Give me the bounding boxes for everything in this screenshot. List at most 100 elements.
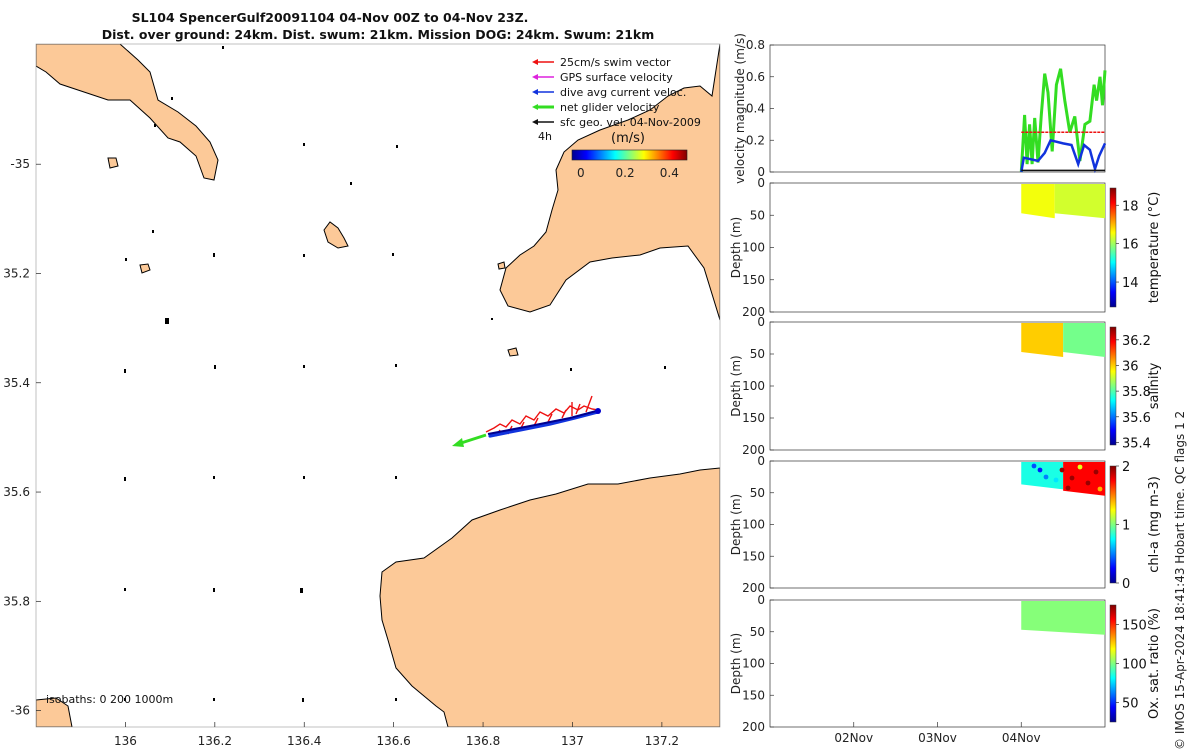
heatmap-colorbar-tick-label: 2 (1122, 460, 1130, 475)
chl-dot-4 (1093, 469, 1099, 475)
map-y-ticks: -35 35.2 35.4 35.6 35.8 -36 (3, 157, 41, 718)
map-x-tick-label: 136.8 (466, 734, 500, 748)
map-x-tick-label: 136.6 (376, 734, 410, 748)
heatmap-colorbar-tick-label: 1 (1122, 519, 1130, 534)
heatmap-colorbar-tick-label: 50 (1122, 697, 1139, 712)
heatmap-y-tick-label: 200 (742, 581, 765, 595)
track-end-marker (595, 408, 601, 414)
chl-dot-0 (1059, 467, 1065, 473)
land-small-island-4 (507, 347, 519, 357)
heatmap-y-tick-label: 200 (742, 443, 765, 457)
glider-track (452, 395, 601, 447)
isobaths-label: isobaths: 0 200 1000m (46, 693, 173, 706)
velocity-y-tick-label: 0 (757, 165, 765, 179)
heatmap-y-tick-label: 100 (742, 379, 765, 393)
land-small-island-1 (323, 221, 349, 249)
heatmap-segment-0 (1021, 323, 1064, 357)
land-northwest-peninsula (36, 44, 219, 181)
heatmap-ylabel: Depth (m) (729, 494, 743, 555)
heatmap-colorbar-tick-label: 36.2 (1122, 334, 1151, 349)
heatmap-colorbar-label: chl-a (mg m-3) (1147, 476, 1162, 573)
heatmap-y-tick-label: 100 (742, 241, 765, 255)
velocity-series-0 (1019, 68, 1107, 173)
velocity-y-tick-label: 0.8 (746, 38, 765, 52)
land-northeast-peninsula (499, 44, 720, 321)
isobath-marks (124, 46, 666, 702)
heatmap-colorbar-tick-label: 150 (1122, 619, 1147, 634)
heatmap-segment-0 (1021, 184, 1055, 219)
heatmap-colorbar-label: temperature (°C) (1147, 192, 1162, 304)
map-y-tick-label: 35.8 (3, 594, 30, 608)
chl-dot-1 (1069, 475, 1075, 481)
velocity-ylabel: velocity magnitude (m/s) (733, 33, 747, 184)
velocity-y-tick-label: 0.6 (746, 70, 765, 84)
heatmap-y-tick-label: 200 (742, 305, 765, 319)
temperature-panel: 0 50 100 150 200 Depth (m) 14 16 18 temperature (… (729, 176, 1162, 319)
chl-dot-9 (1031, 463, 1037, 469)
heatmap-colorbar-tick-label: 35.4 (1122, 436, 1151, 451)
heatmap-y-tick-label: 50 (750, 208, 765, 222)
net-velocity-arrowhead (452, 438, 464, 447)
chl-dot-8 (1043, 474, 1049, 480)
legend-arrowhead-3 (532, 104, 538, 110)
map-frame (35, 43, 721, 728)
heatmap-y-tick-label: 50 (750, 486, 765, 500)
map-y-tick-label: -36 (10, 704, 30, 718)
chlorophyll-panel: 0 50 100 150 200 Depth (m) 0 1 2 chl-a (mg m-3) (729, 454, 1162, 595)
heatmap-colorbar (1109, 604, 1117, 723)
copyright-note: © IMOS 15-Apr-2024 18:41:43 Hobart time.… (1173, 411, 1187, 750)
heatmap-ylabel: Depth (m) (729, 355, 743, 416)
heatmap-colorbar (1109, 326, 1117, 446)
map-y-tick-label: 35.2 (3, 266, 30, 280)
legend-arrowhead-1 (532, 74, 538, 80)
heatmap-colorbar-tick-label: 35.6 (1122, 411, 1151, 426)
velocity-series-2 (1020, 138, 1107, 174)
heatmap-y-tick-label: 50 (750, 347, 765, 361)
map-y-tick-label: -35 (10, 157, 30, 171)
heatmap-segment-1 (1063, 323, 1105, 357)
heatmap-y-tick-label: 200 (742, 720, 765, 734)
heatmap-colorbar (1109, 465, 1117, 584)
map-x-tick-label: 136 (114, 734, 137, 748)
map-y-tick-label: 35.4 (3, 376, 30, 390)
chl-dot-3 (1085, 480, 1091, 486)
heatmap-colorbar-tick-label: 16 (1122, 238, 1139, 253)
legend: 25cm/s swim vector GPS surface velocity di… (532, 56, 701, 129)
heatmap-y-tick-label: 0 (757, 176, 765, 190)
speed-colorbar-tick-label: 0 (577, 166, 585, 180)
heatmap-colorbar-tick-label: 36 (1122, 359, 1139, 374)
legend-label-1: GPS surface velocity (560, 71, 673, 84)
time-axis-ticks: 02Nov 03Nov 04Nov (834, 722, 1041, 745)
heatmap-y-tick-label: 0 (757, 593, 765, 607)
speed-colorbar-tick-label: 0.2 (616, 166, 635, 180)
heatmap-y-tick-label: 150 (742, 549, 765, 563)
map-panel: 136 136.2 136.4 136.6 136.8 137 137.2 -35 35.2 3… (3, 43, 721, 748)
land-southeast-island (379, 467, 720, 727)
legend-label-3: net glider velocity (560, 101, 660, 114)
heatmap-colorbar-tick-label: 35.8 (1122, 385, 1151, 400)
heatmap-y-tick-label: 100 (742, 518, 765, 532)
heatmap-segment-1 (1054, 184, 1105, 219)
heatmap-ylabel: Depth (m) (729, 633, 743, 694)
legend-label-2: dive avg current veloc. (560, 86, 686, 99)
map-x-tick-label: 136.2 (198, 734, 232, 748)
heatmap-colorbar (1109, 187, 1117, 308)
legend-unit-label: (m/s) (611, 131, 645, 146)
dive-avg-current (488, 410, 600, 438)
speed-colorbar-ticks: 0 0.2 0.4 (577, 166, 679, 180)
time-tick-label: 03Nov (918, 731, 957, 745)
salinity-panel: 0 50 100 150 200 Depth (m) 35.4 35.6 35.8 36 36.2 s… (729, 315, 1162, 457)
heatmap-segment-0 (1021, 601, 1105, 635)
legend-arrowhead-4 (532, 119, 538, 125)
heatmap-colorbar-tick-label: 0 (1122, 577, 1130, 592)
heatmap-y-tick-label: 50 (750, 625, 765, 639)
legend-arrowhead-0 (532, 59, 538, 65)
velocity-y-tick-label: 0.2 (746, 133, 765, 147)
heatmap-y-tick-label: 150 (742, 273, 765, 287)
legend-time-label: 4h (538, 130, 552, 143)
velocity-y-tick-label: 0.4 (746, 102, 765, 116)
chl-dot-2 (1077, 464, 1083, 470)
